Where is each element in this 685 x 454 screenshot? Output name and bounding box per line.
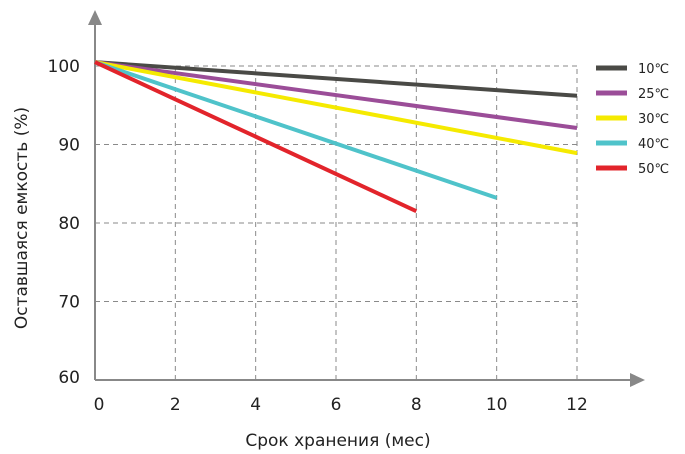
x-tick-label: 10 — [486, 395, 508, 415]
x-tick-label: 6 — [331, 395, 342, 415]
y-tick-labels: 60 70 80 90 100 — [48, 57, 80, 388]
series-line-5 — [94, 60, 418, 214]
x-tick-labels: 0 2 4 6 8 10 12 — [94, 395, 588, 415]
series-line-4 — [94, 60, 498, 200]
x-axis-arrow — [630, 373, 645, 387]
series-line-3 — [94, 60, 578, 156]
x-tick-label: 0 — [94, 395, 105, 415]
legend-label: 25℃ — [638, 87, 669, 102]
y-axis-title: Оставшаяся емкость (%) — [12, 107, 32, 329]
x-tick-label: 12 — [566, 395, 588, 415]
y-tick-label: 90 — [58, 136, 80, 156]
x-tick-label: 8 — [411, 395, 422, 415]
x-tick-label: 4 — [250, 395, 261, 415]
x-tick-label: 2 — [170, 395, 181, 415]
grid — [95, 65, 578, 380]
series-line-2 — [94, 60, 578, 130]
y-axis-arrow — [88, 10, 102, 25]
legend-label: 30℃ — [638, 112, 669, 127]
series-line-1 — [94, 60, 578, 98]
series-lines — [94, 60, 578, 214]
y-tick-label: 100 — [48, 57, 80, 77]
x-axis-title: Срок хранения (мес) — [245, 431, 430, 451]
axes — [88, 10, 645, 387]
y-tick-label: 70 — [58, 293, 80, 313]
legend: 10℃ 25℃ 30℃ 40℃ 50℃ — [596, 62, 669, 177]
y-tick-label: 80 — [58, 214, 80, 234]
y-tick-label: 60 — [58, 368, 80, 388]
legend-label: 10℃ — [638, 62, 669, 77]
legend-label: 50℃ — [638, 162, 669, 177]
legend-label: 40℃ — [638, 137, 669, 152]
